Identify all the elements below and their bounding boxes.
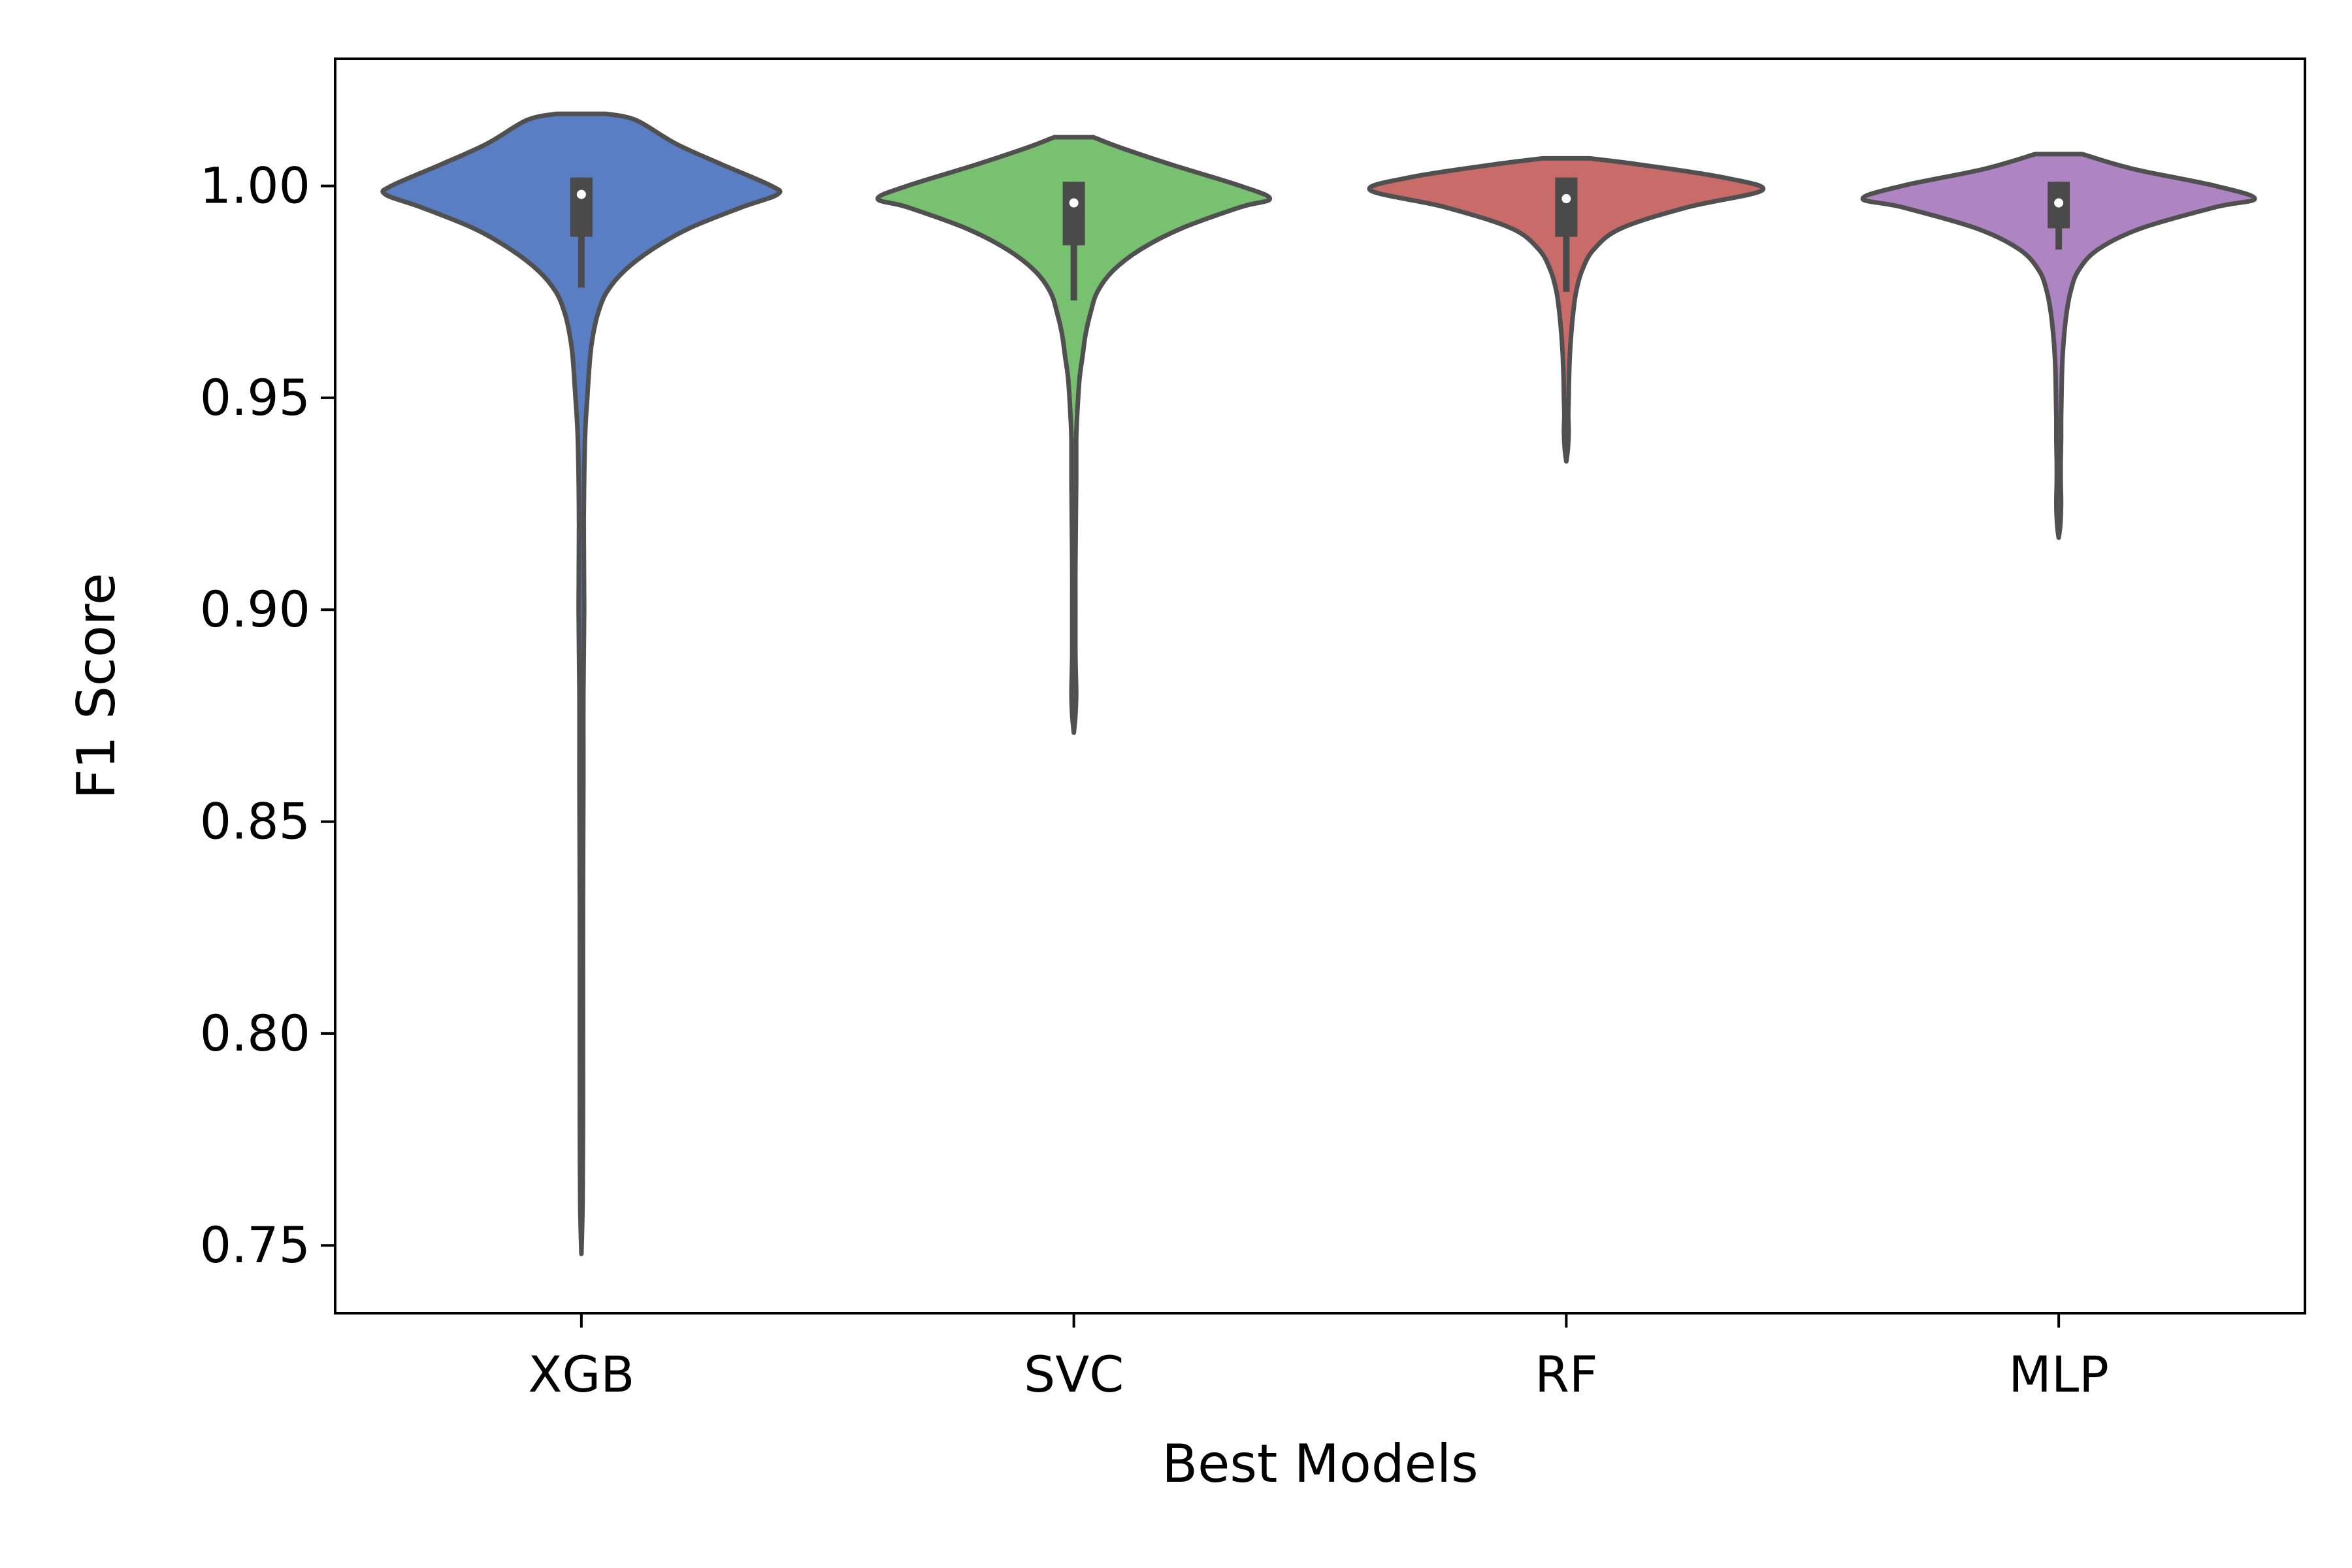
violin-mlp bbox=[1860, 152, 2257, 540]
violin-body-rf bbox=[1367, 155, 1766, 464]
median-dot-svc bbox=[1069, 198, 1079, 208]
violin-body-mlp bbox=[1860, 152, 2257, 540]
violin-svc bbox=[875, 135, 1273, 735]
y-tick-label: 1.00 bbox=[200, 157, 310, 215]
x-tick-label-xgb: XGB bbox=[528, 1345, 634, 1403]
iqr-box-rf bbox=[1555, 177, 1578, 237]
violin-xgb bbox=[380, 111, 783, 1256]
ticks-layer: 0.75 0.80 0.85 0.90 0.95 1.00 XGB SVC RF MLP bbox=[200, 157, 2109, 1403]
y-tick-label: 0.85 bbox=[200, 792, 310, 851]
violins-layer bbox=[380, 111, 2257, 1256]
x-tick-label-mlp: MLP bbox=[2008, 1345, 2109, 1403]
y-tick-label: 0.90 bbox=[200, 580, 310, 638]
violin-body-svc bbox=[875, 135, 1273, 735]
y-axis-label: F1 Score bbox=[66, 573, 127, 799]
median-dot-mlp bbox=[2054, 198, 2064, 208]
x-axis-label: Best Models bbox=[1162, 1433, 1478, 1494]
violin-rf bbox=[1367, 155, 1766, 464]
iqr-box-svc bbox=[1062, 182, 1085, 246]
x-tick-label-rf: RF bbox=[1535, 1345, 1598, 1403]
median-dot-rf bbox=[1561, 194, 1571, 204]
plot-frame bbox=[334, 57, 2306, 1315]
x-tick-label-svc: SVC bbox=[1024, 1345, 1124, 1403]
y-tick-label: 0.95 bbox=[200, 368, 310, 427]
violin-body-xgb bbox=[380, 111, 783, 1256]
y-tick-label: 0.75 bbox=[200, 1216, 310, 1274]
median-dot-xgb bbox=[576, 189, 586, 199]
y-tick-label: 0.80 bbox=[200, 1004, 310, 1062]
iqr-box-xgb bbox=[570, 177, 593, 237]
